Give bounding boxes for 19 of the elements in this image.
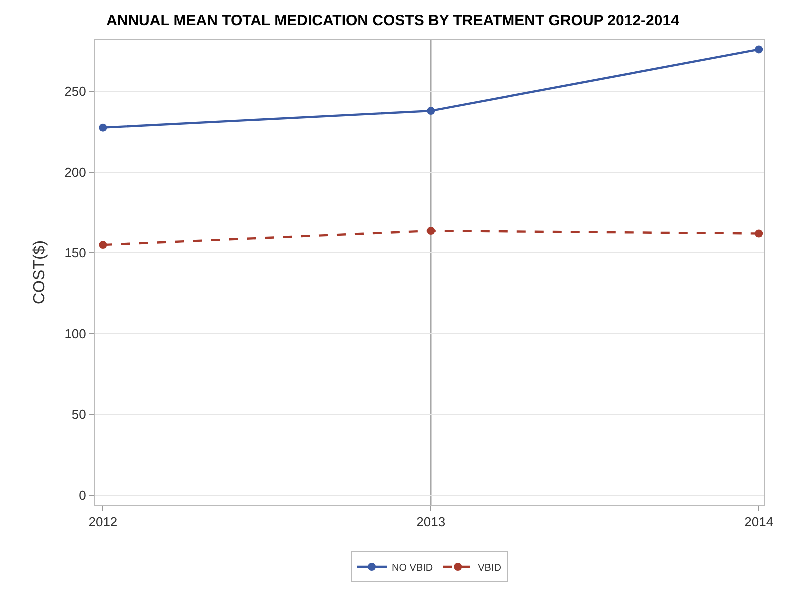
- point: [427, 227, 436, 236]
- y-tick-label: 100: [64, 326, 86, 342]
- point: [99, 241, 108, 250]
- point: [755, 46, 764, 54]
- legend-label: NO VBID: [392, 562, 434, 574]
- x-tick-label: 2012: [88, 514, 118, 530]
- y-tick-label: 150: [64, 246, 86, 261]
- x-tick-label: 2013: [416, 514, 446, 530]
- x-tick-label: 2014: [744, 514, 774, 530]
- point: [99, 124, 108, 132]
- legend-label: VBID: [478, 562, 502, 574]
- point: [755, 230, 764, 238]
- y-tick-label: 250: [64, 84, 86, 100]
- chart-title: ANNUAL MEAN TOTAL MEDICATION COSTS BY TREATMENT GROUP 2012-2014: [106, 12, 680, 30]
- y-tick-label: 0: [79, 488, 86, 503]
- y-axis-title: COST($): [32, 240, 49, 304]
- y-tick-label: 200: [64, 164, 86, 180]
- y-tick-label: 50: [72, 407, 86, 422]
- point: [427, 107, 436, 116]
